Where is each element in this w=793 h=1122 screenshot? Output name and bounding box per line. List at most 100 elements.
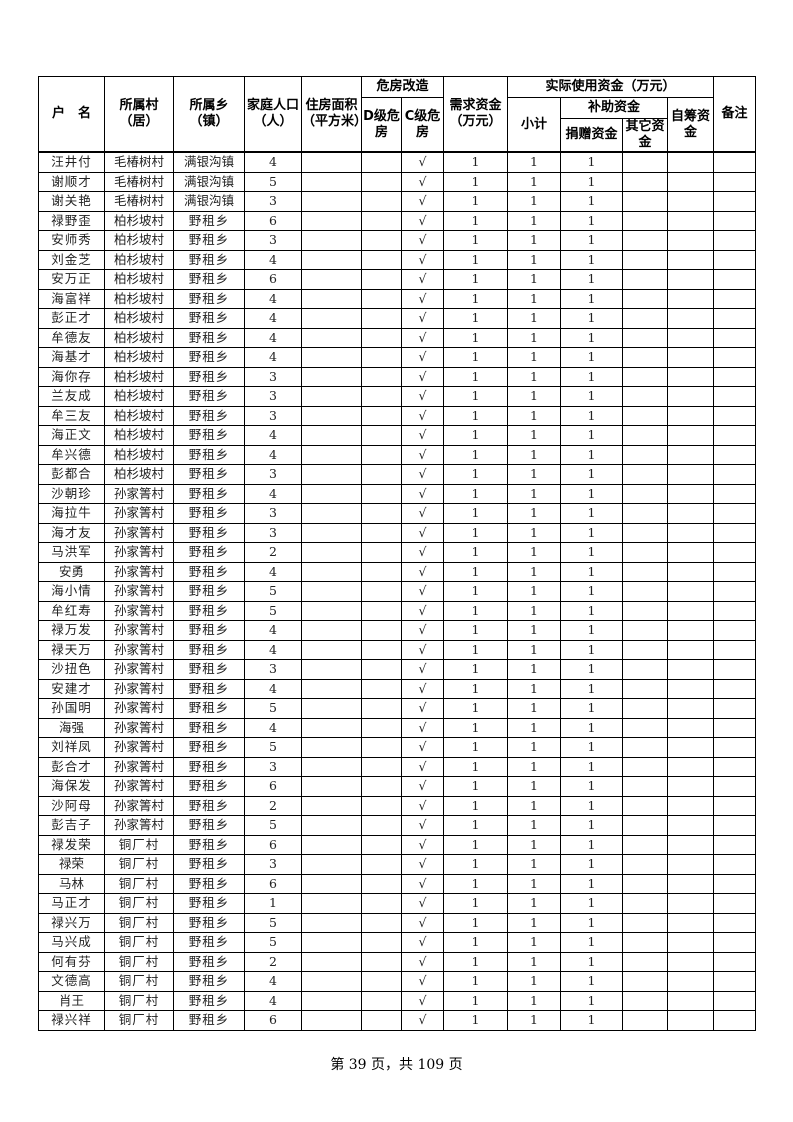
- cell-village: 铜厂村: [104, 834, 174, 855]
- cell-demand: 1: [443, 288, 509, 309]
- cell-name: 牟兴德: [38, 444, 105, 465]
- cell-population: 4: [244, 444, 302, 465]
- cell-population: 4: [244, 620, 302, 641]
- cell-d-level: [361, 795, 402, 816]
- cell-area: [301, 717, 362, 738]
- cell-c-level: √: [400, 873, 445, 894]
- cell-subtotal: 1: [507, 386, 562, 407]
- cell-other: [622, 912, 669, 933]
- cell-subtotal: 1: [507, 230, 562, 251]
- cell-other: [622, 990, 669, 1011]
- cell-name: 禄兴祥: [38, 1010, 105, 1031]
- cell-village: 毛椿树村: [104, 171, 174, 192]
- cell-other: [622, 756, 669, 777]
- cell-other: [622, 561, 669, 582]
- cell-donation: 1: [560, 873, 624, 894]
- cell-demand: 1: [443, 990, 509, 1011]
- cell-subtotal: 1: [507, 522, 562, 543]
- cell-name: 海拉牛: [38, 503, 105, 524]
- cell-demand: 1: [443, 308, 509, 329]
- cell-d-level: [361, 191, 402, 212]
- cell-c-level: √: [400, 347, 445, 368]
- cell-other: [622, 171, 669, 192]
- cell-c-level: √: [400, 542, 445, 563]
- cell-village: 毛椿树村: [104, 151, 174, 173]
- cell-subtotal: 1: [507, 171, 562, 192]
- cell-self: [667, 795, 715, 816]
- cell-demand: 1: [443, 698, 509, 719]
- cell-subtotal: 1: [507, 659, 562, 680]
- cell-self: [667, 327, 715, 348]
- cell-demand: 1: [443, 483, 509, 504]
- cell-population: 4: [244, 249, 302, 270]
- cell-subtotal: 1: [507, 503, 562, 524]
- cell-c-level: √: [400, 171, 445, 192]
- cell-d-level: [361, 659, 402, 680]
- cell-self: [667, 503, 715, 524]
- cell-subtotal: 1: [507, 600, 562, 621]
- cell-c-level: √: [400, 600, 445, 621]
- cell-name: 彭吉子: [38, 815, 105, 836]
- cell-d-level: [361, 990, 402, 1011]
- cell-donation: 1: [560, 776, 624, 797]
- cell-other: [622, 522, 669, 543]
- cell-c-level: √: [400, 893, 445, 914]
- cell-village: 孙家箐村: [104, 795, 174, 816]
- cell-demand: 1: [443, 815, 509, 836]
- cell-population: 6: [244, 269, 302, 290]
- header-population: 家庭人口（人）: [244, 76, 302, 153]
- cell-demand: 1: [443, 854, 509, 875]
- cell-village: 铜厂村: [104, 932, 174, 953]
- table-row: 刘祥凤 孙家箐村 野租乡 5 √ 1 1 1: [38, 737, 757, 758]
- cell-township: 野租乡: [173, 639, 245, 660]
- cell-township: 野租乡: [173, 483, 245, 504]
- cell-demand: 1: [443, 327, 509, 348]
- cell-self: [667, 1010, 715, 1031]
- table-row: 禄兴万 铜厂村 野租乡 5 √ 1 1 1: [38, 912, 757, 933]
- cell-subtotal: 1: [507, 932, 562, 953]
- cell-name: 孙国明: [38, 698, 105, 719]
- cell-other: [622, 483, 669, 504]
- cell-c-level: √: [400, 327, 445, 348]
- cell-area: [301, 464, 362, 485]
- cell-township: 野租乡: [173, 308, 245, 329]
- cell-village: 孙家箐村: [104, 542, 174, 563]
- cell-subtotal: 1: [507, 717, 562, 738]
- cell-area: [301, 639, 362, 660]
- cell-c-level: √: [400, 561, 445, 582]
- cell-demand: 1: [443, 795, 509, 816]
- cell-d-level: [361, 483, 402, 504]
- cell-c-level: √: [400, 756, 445, 777]
- cell-self: [667, 854, 715, 875]
- cell-subtotal: 1: [507, 269, 562, 290]
- cell-donation: 1: [560, 269, 624, 290]
- cell-c-level: √: [400, 854, 445, 875]
- page-number: 第 39 页，共 109 页: [330, 1057, 463, 1073]
- cell-population: 4: [244, 425, 302, 446]
- cell-township: 野租乡: [173, 249, 245, 270]
- cell-name: 沙扭色: [38, 659, 105, 680]
- cell-township: 野租乡: [173, 425, 245, 446]
- cell-self: [667, 405, 715, 426]
- cell-area: [301, 444, 362, 465]
- cell-demand: 1: [443, 659, 509, 680]
- cell-donation: 1: [560, 639, 624, 660]
- table-row: 牟红寿 孙家箐村 野租乡 5 √ 1 1 1: [38, 600, 757, 621]
- cell-other: [622, 230, 669, 251]
- cell-remarks: [713, 464, 757, 485]
- cell-township: 野租乡: [173, 932, 245, 953]
- cell-demand: 1: [443, 600, 509, 621]
- cell-village: 柏杉坡村: [104, 327, 174, 348]
- cell-name: 安万正: [38, 269, 105, 290]
- cell-area: [301, 776, 362, 797]
- cell-c-level: √: [400, 464, 445, 485]
- cell-d-level: [361, 600, 402, 621]
- table-row: 肖王 铜厂村 野租乡 4 √ 1 1 1: [38, 990, 757, 1011]
- cell-population: 4: [244, 308, 302, 329]
- cell-self: [667, 776, 715, 797]
- cell-other: [622, 210, 669, 231]
- cell-d-level: [361, 386, 402, 407]
- cell-donation: 1: [560, 191, 624, 212]
- cell-demand: 1: [443, 171, 509, 192]
- cell-remarks: [713, 854, 757, 875]
